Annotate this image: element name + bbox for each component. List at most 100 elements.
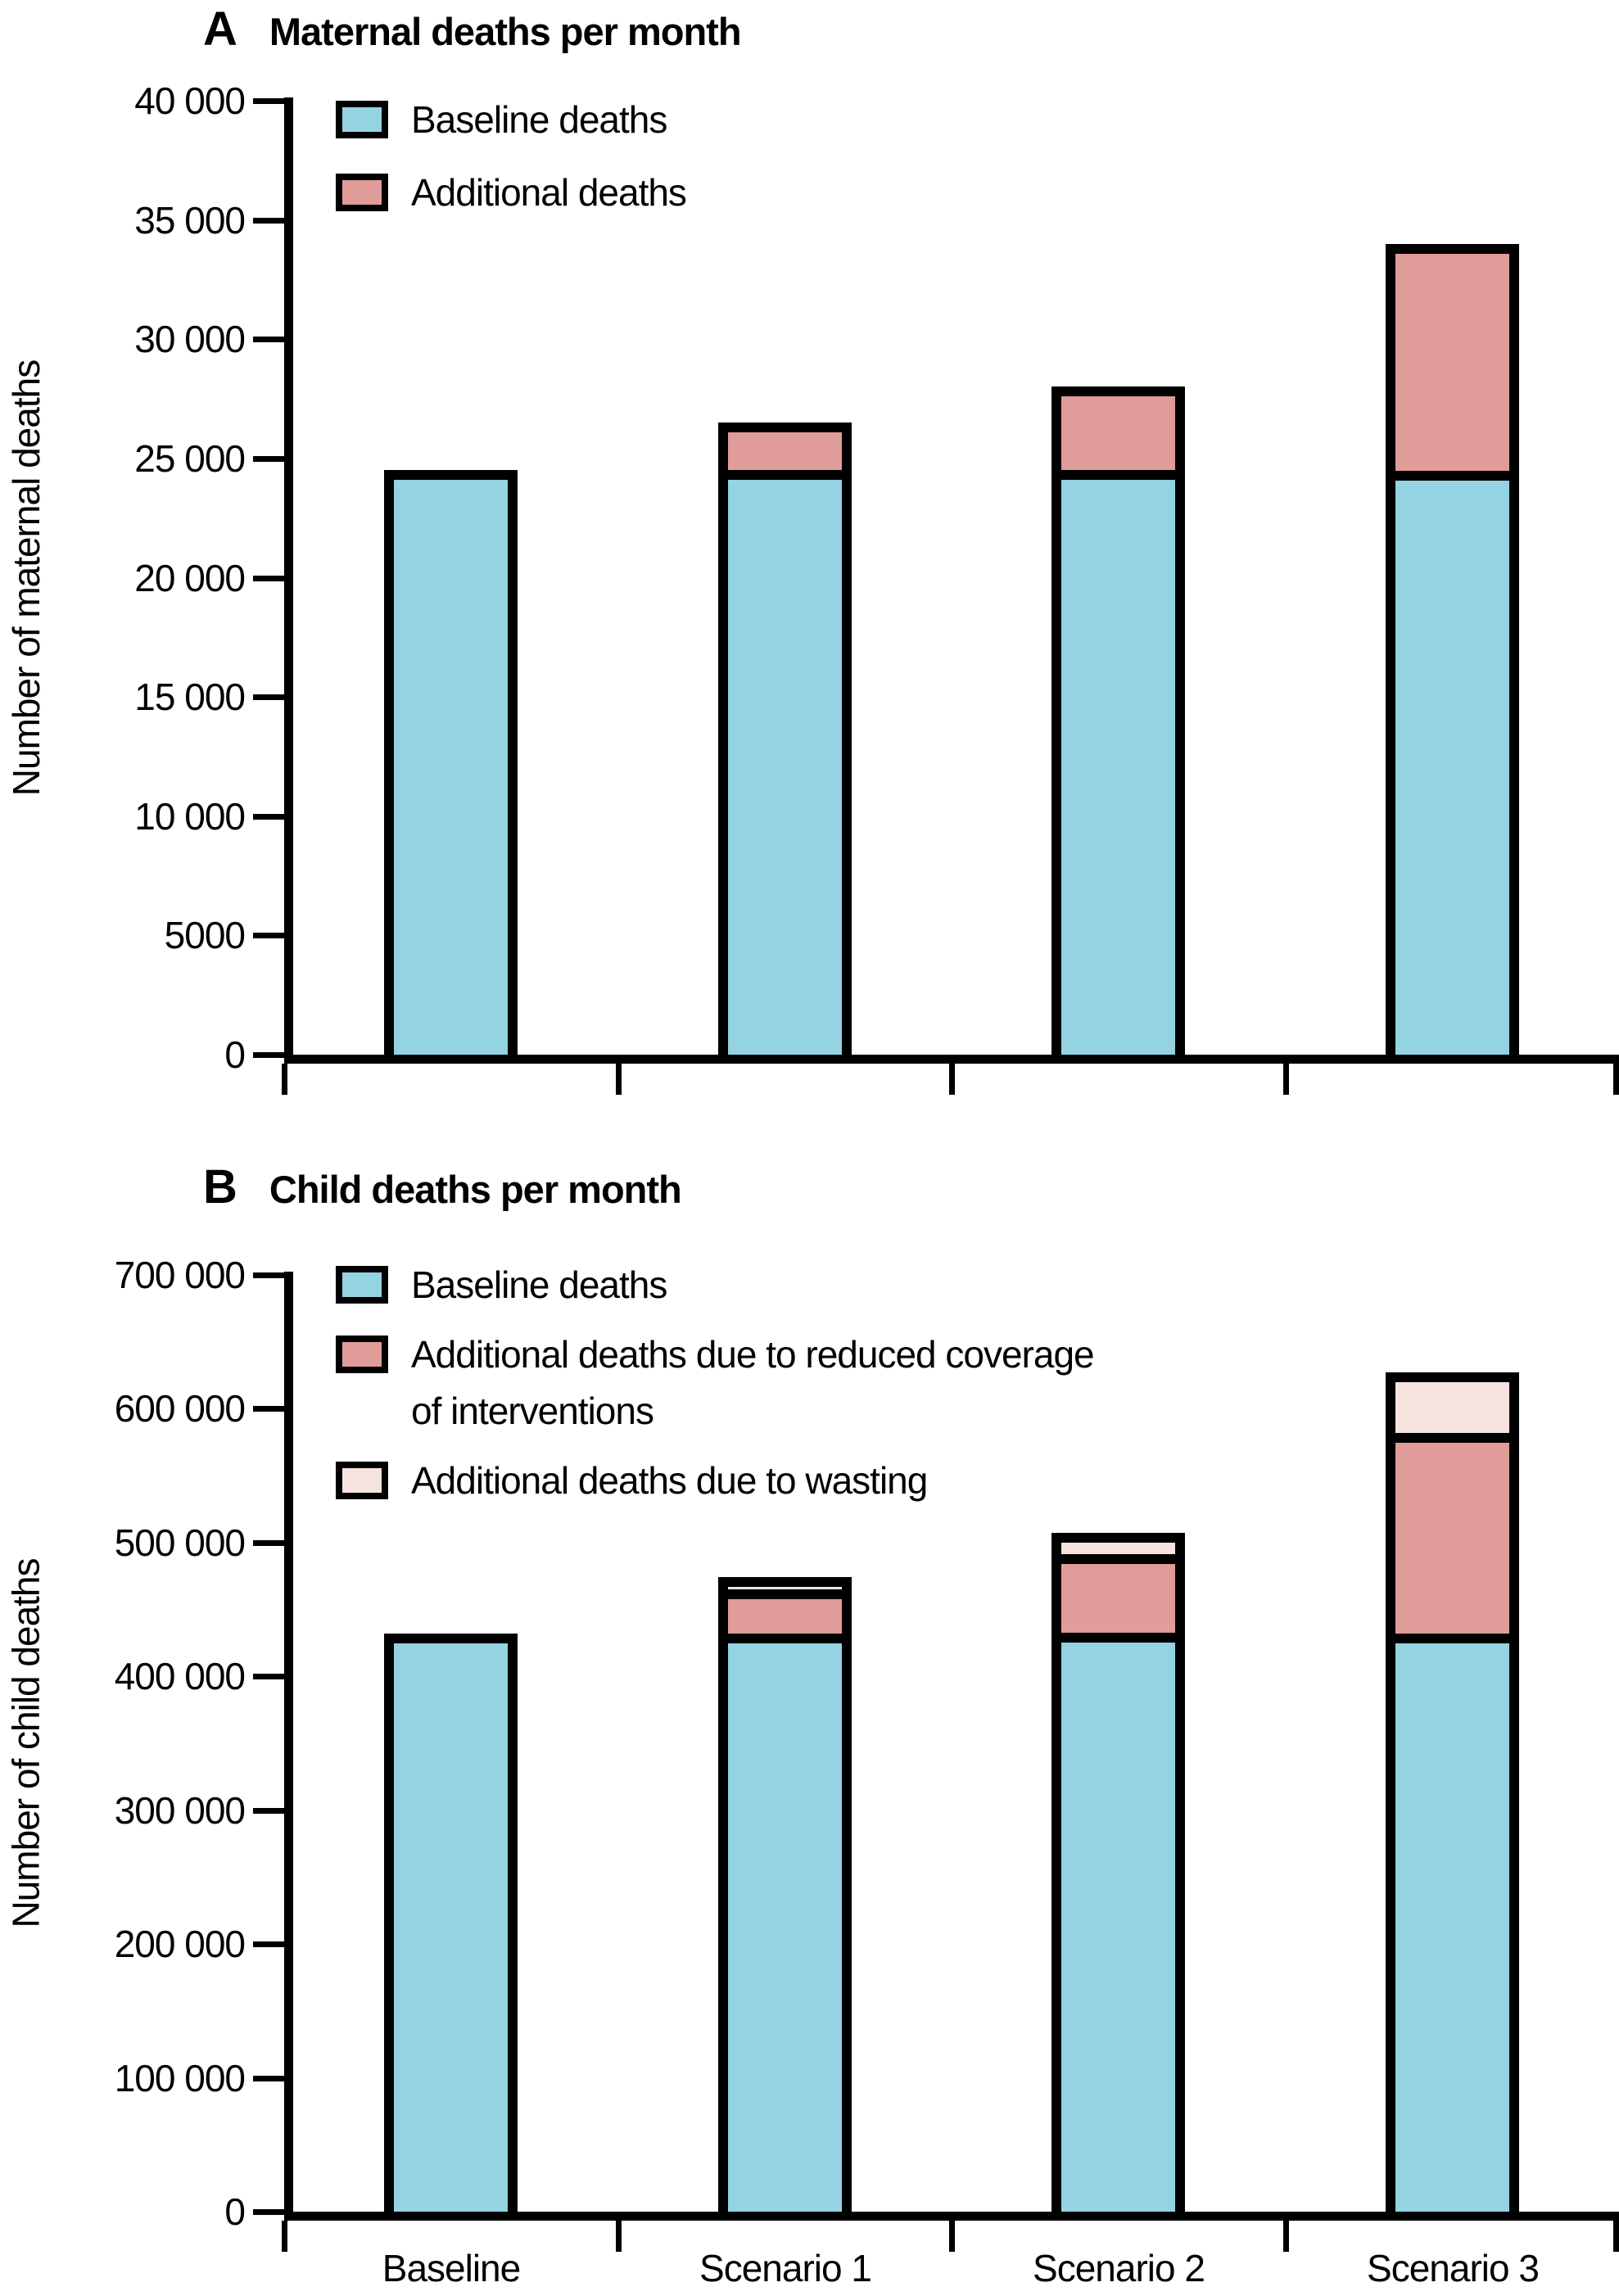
panel-a-letter: A [203,2,237,56]
bar-scenario-3 [1386,1372,1519,2212]
y-tick-mark [253,337,284,343]
segment-baseline [1395,1634,1509,2212]
segment-additional [1395,244,1509,471]
segment-baseline [1061,1633,1175,2212]
panel-a-title: A Maternal deaths per month [203,2,742,56]
y-tick-mark [253,1674,284,1680]
bar-scenario-1 [718,1577,852,2212]
segment-wasting [1395,1372,1509,1433]
legend-swatch-reduced_coverage [336,1336,388,1373]
y-tick-mark [253,813,284,820]
segment-wasting [1061,1533,1175,1554]
x-tick-mark [949,2221,955,2252]
y-tick-mark [253,694,284,701]
segment-additional [728,423,842,470]
segment-additional [1061,386,1175,470]
y-tick-label: 0 [224,1033,246,1076]
legend-row: Baseline deaths [336,92,686,148]
legend-label: Additional deaths [411,171,687,214]
legend-label: Baseline deaths [411,98,667,141]
legend-row: Additional deaths due to reduced coverag… [336,1327,1095,1440]
y-tick-mark [253,217,284,224]
y-tick-label: 35 000 [134,198,246,242]
y-tick-label: 30 000 [134,318,246,361]
y-tick-label: 10 000 [134,794,246,838]
segment-reduced_coverage [1061,1554,1175,1633]
x-tick-mark [1613,1064,1619,1095]
y-tick-mark [253,2075,284,2081]
x-tick-mark [949,1064,955,1095]
segment-baseline [394,470,508,1055]
segment-reduced_coverage [1395,1433,1509,1634]
y-tick-label: 25 000 [134,436,246,480]
x-category-label: Baseline [382,2247,521,2289]
legend-row: Additional deaths due to wasting [336,1453,1094,1509]
legend-label: Additional deaths due to reduced coverag… [411,1333,1095,1432]
y-tick-label: 20 000 [134,556,246,599]
x-tick-mark [1282,1064,1289,1095]
segment-baseline [394,1634,508,2212]
y-tick-label: 5000 [164,914,246,957]
legend-swatch-baseline [336,1266,388,1304]
legend-swatch-wasting [336,1462,388,1499]
x-axis-line [284,2212,1619,2221]
x-tick-mark [282,2221,287,2252]
legend-label: Baseline deaths [411,1263,667,1306]
legend-row: Additional deaths [336,165,687,221]
panel-b-letter: B [203,1160,237,1214]
legend-swatch-additional [336,174,388,211]
y-tick-mark [253,455,284,462]
panel-b-y-axis-label: Number of child deaths [5,1558,47,1928]
bar-scenario-2 [1051,386,1185,1055]
y-tick-label: 0 [224,2190,246,2233]
panel-b-title: B Child deaths per month [203,1159,682,1214]
segment-baseline [728,470,842,1055]
x-category-label: Scenario 1 [699,2247,872,2289]
y-tick-mark [253,1052,284,1058]
bar-scenario-1 [718,423,852,1055]
y-tick-mark [253,1406,284,1412]
panel-b-heading: Child deaths per month [269,1168,682,1211]
y-tick-label: 100 000 [114,2056,246,2099]
legend-row: Baseline deaths [336,1257,1094,1313]
x-axis-line [284,1055,1619,1064]
segment-baseline [1061,470,1175,1055]
x-tick-mark [615,2221,622,2252]
bar-baseline [384,470,518,1055]
y-tick-mark [253,933,284,939]
segment-baseline [1395,471,1509,1055]
y-tick-mark [253,2209,284,2215]
bar-scenario-3 [1386,244,1519,1055]
x-tick-mark [1282,2221,1289,2252]
y-axis-line [284,97,293,1064]
x-tick-mark [615,1064,622,1095]
x-tick-mark [282,1064,287,1095]
y-tick-label: 400 000 [114,1655,246,1698]
y-tick-mark [253,1272,284,1278]
y-tick-label: 200 000 [114,1923,246,1966]
y-tick-mark [253,575,284,581]
y-tick-label: 40 000 [134,79,246,122]
legend-swatch-baseline [336,101,388,138]
segment-baseline [728,1634,842,2212]
panel-a-legend: Baseline deaths Additional deaths [336,92,687,221]
bar-baseline [384,1634,518,2212]
y-tick-mark [253,1807,284,1814]
legend-label: Additional deaths due to wasting [411,1459,928,1502]
y-tick-mark [253,1539,284,1546]
segment-reduced_coverage [728,1589,842,1634]
panel-a-heading: Maternal deaths per month [269,10,742,53]
segment-wasting [728,1577,842,1589]
x-tick-mark [1613,2221,1619,2252]
y-tick-label: 500 000 [114,1521,246,1564]
bar-scenario-2 [1051,1533,1185,2212]
x-category-label: Scenario 3 [1367,2247,1540,2289]
y-tick-label: 700 000 [114,1254,246,1296]
y-tick-label: 15 000 [134,676,246,719]
y-tick-label: 600 000 [114,1387,246,1430]
panel-b-legend: Baseline deaths Additional deaths due to … [336,1257,1095,1509]
y-tick-label: 300 000 [114,1788,246,1832]
y-tick-mark [253,1941,284,1948]
y-axis-line [284,1272,293,2221]
